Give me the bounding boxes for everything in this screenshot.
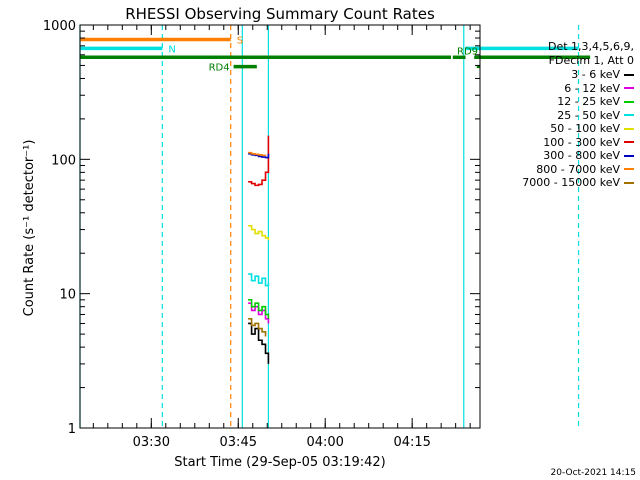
y-tick-label: 1 [68, 422, 76, 437]
legend-entry: 50 - 100 keV [484, 122, 634, 136]
status-bar-label: RD4 [209, 63, 230, 74]
plot-frame [79, 24, 481, 429]
series-line [248, 273, 270, 287]
y-tick-label: 10 [59, 288, 76, 303]
status-bar-label: N [168, 44, 175, 55]
legend-entry-label: 25 - 50 keV [557, 108, 620, 122]
status-mark [476, 65, 480, 69]
status-bar-label: S [237, 35, 243, 46]
x-tick-label: 03:45 [220, 435, 257, 450]
legend-entry-label: 50 - 100 keV [550, 122, 620, 136]
legend-entry-label: 12 - 25 keV [557, 95, 620, 109]
legend-entry-label: 100 - 300 keV [543, 135, 620, 149]
x-tick-label: 04:00 [306, 435, 343, 450]
legend-entry: 3 - 6 keV [484, 68, 634, 82]
generated-timestamp: 20-Oct-2021 14:15 [550, 468, 636, 478]
legend-swatch [624, 154, 634, 157]
legend-swatch [624, 168, 634, 171]
legend: Det 1,3,4,5,6,9, FDecim 1, Att 0 3 - 6 k… [484, 40, 634, 190]
y-tick-label: 100 [51, 153, 76, 168]
legend-header-line-2: FDecim 1, Att 0 [548, 54, 634, 67]
legend-entry: 800 - 7000 keV [484, 163, 634, 177]
series-line [248, 225, 270, 241]
series-line [248, 322, 270, 364]
series-line [248, 151, 267, 157]
legend-swatch [624, 127, 634, 130]
legend-swatch [624, 87, 634, 90]
legend-swatch [624, 114, 634, 117]
status-bar-label: RD9 [457, 46, 478, 57]
legend-swatch [624, 73, 634, 76]
legend-entry-label: 3 - 6 keV [571, 68, 620, 82]
legend-swatch [624, 181, 634, 184]
legend-entry: 25 - 50 keV [484, 109, 634, 123]
y-axis-label: Count Rate (s⁻¹ detector⁻¹) [22, 140, 37, 317]
legend-entry: 12 - 25 keV [484, 95, 634, 109]
legend-entry: 300 - 800 keV [484, 149, 634, 163]
legend-entry: 7000 - 15000 keV [484, 176, 634, 190]
legend-swatch [624, 141, 634, 144]
x-tick-label: 04:15 [393, 435, 430, 450]
series-line [248, 135, 270, 187]
legend-entry-label: 800 - 7000 keV [536, 162, 620, 176]
series-line [248, 302, 270, 324]
legend-entry: 100 - 300 keV [484, 136, 634, 150]
x-axis-label: Start Time (29-Sep-05 03:19:42) [174, 455, 385, 470]
legend-header-line-1: Det 1,3,4,5,6,9, [547, 40, 634, 53]
legend-entry-label: 7000 - 15000 keV [522, 176, 620, 190]
legend-swatch [624, 100, 634, 103]
legend-entry: 6 - 12 keV [484, 82, 634, 96]
legend-entry-label: 300 - 800 keV [543, 149, 620, 163]
series-line [248, 152, 270, 159]
y-tick-label: 1000 [43, 19, 76, 34]
chart-title: RHESSI Observing Summary Count Rates [125, 5, 435, 23]
series-line [248, 299, 270, 319]
x-tick-label: 03:30 [133, 435, 170, 450]
series-line [248, 317, 267, 337]
legend-entry-label: 6 - 12 keV [564, 81, 620, 95]
